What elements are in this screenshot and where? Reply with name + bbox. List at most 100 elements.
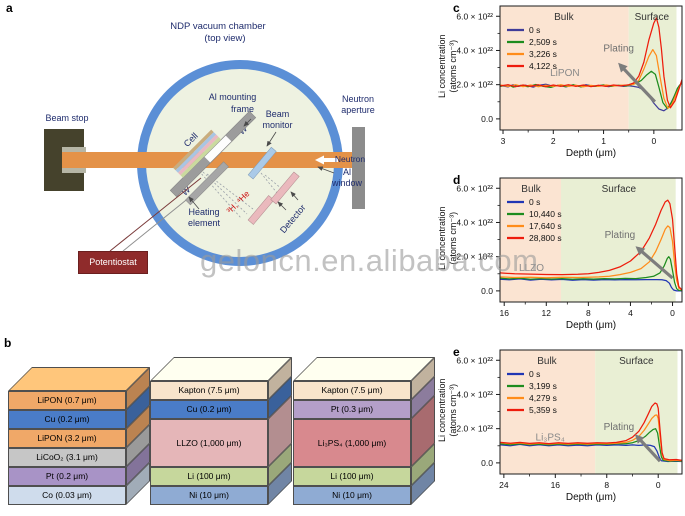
heating-element-label-2: element xyxy=(187,218,221,228)
detector-bar-2 xyxy=(270,171,300,205)
al-frame-label-2: frame xyxy=(230,104,254,114)
bulk-region xyxy=(500,350,596,474)
legend-label: 5,359 s xyxy=(529,405,557,415)
series-line-3,199 s xyxy=(500,428,682,462)
material-label: LiPON xyxy=(550,68,579,79)
material-label: Li₃PS₄ xyxy=(536,433,565,444)
y-axis-label-line2: (atoms cm⁻³) xyxy=(448,39,458,93)
neutron-aperture xyxy=(352,127,365,209)
y-axis-label-line1: Li concentration xyxy=(436,378,447,443)
legend-label: 4,279 s xyxy=(529,393,557,403)
y-tick-label: 2.0 × 10²² xyxy=(456,80,493,90)
legend-label: 0 s xyxy=(529,369,540,379)
wire-red xyxy=(109,177,202,252)
detector-bar-1 xyxy=(247,195,275,225)
series-line-5,359 s xyxy=(500,402,682,461)
stack-layer-label: LiPON (0.7 μm) xyxy=(8,391,126,410)
cell-layer-4 xyxy=(180,137,222,178)
chart-e: 24 16 8 0 0.0 2.0 × 10²² 4.0 × 10²² 6.0 × 10²² B… xyxy=(456,349,683,490)
legend-label: 2,509 s xyxy=(529,37,557,47)
panel-d-letter: d xyxy=(453,173,461,187)
stack-layer-label: LLZO (1,000 μm) xyxy=(150,419,268,467)
pointer-lines xyxy=(188,118,335,211)
neutron-aperture-label-2: aperture xyxy=(341,105,375,115)
legend-label: 28,800 s xyxy=(529,233,562,243)
legend-label: 17,640 s xyxy=(529,221,562,231)
stack-layer-label: Pt (0.3 μm) xyxy=(293,400,411,419)
plating-arrow-shaft xyxy=(618,63,657,103)
plating-arrow-head xyxy=(618,62,628,73)
panel-c-letter: c xyxy=(453,1,460,15)
panel-a-diagram-overlay xyxy=(109,110,338,252)
y-tick-label: 0.0 xyxy=(481,114,493,124)
legend-label: 3,226 s xyxy=(529,49,557,59)
plot-frame xyxy=(499,5,683,131)
legend-label: 10,440 s xyxy=(529,209,562,219)
bulk-label: Bulk xyxy=(521,184,541,195)
plating-label: Plating xyxy=(604,422,635,433)
al-window-label-2: window xyxy=(331,178,362,188)
stack-layer-label: Co (0.03 μm) xyxy=(8,486,126,505)
stack-layer-label: Pt (0.2 μm) xyxy=(8,467,126,486)
cell-layer-1 xyxy=(173,129,214,171)
y-tick-label: 4.0 × 10²² xyxy=(456,217,493,227)
stack-layer-label: LiCoO₂ (3.1 μm) xyxy=(8,448,126,467)
surface-region xyxy=(628,6,677,130)
material-label: LLZO xyxy=(519,263,544,274)
legend-label: 0 s xyxy=(529,25,540,35)
y-tick-label: 2.0 × 10²² xyxy=(456,424,493,434)
cell-assembly xyxy=(169,110,257,206)
frame-window xyxy=(204,135,232,163)
cell-layer-2 xyxy=(175,132,217,173)
neutron-arrow-head xyxy=(315,155,324,165)
panel-b-stacks: LiPON (0.7 μm) Cu (0.2 μm) LiPON (3.2 μm) L… xyxy=(8,357,435,505)
x-tick-label: 16 xyxy=(499,308,509,318)
legend-label: 0 s xyxy=(529,197,540,207)
al-window-label-1: Al xyxy=(342,167,351,177)
panel-d-x-axis-label: Depth (μm) xyxy=(565,320,617,331)
beam-monitor-label-2: monitor xyxy=(262,120,293,130)
stack-layer-label: Cu (0.2 μm) xyxy=(150,400,268,419)
series-line-0 s xyxy=(500,443,682,463)
al-frame-label-1: Al mounting xyxy=(208,92,257,102)
potentiostat-box: Potentiostat xyxy=(78,251,148,274)
bulk-label: Bulk xyxy=(537,356,557,367)
panel-e-x-axis-label: Depth (μm) xyxy=(565,492,617,503)
x-tick-label: 8 xyxy=(604,480,609,490)
chamber-title-line2: (top view) xyxy=(204,33,246,44)
series-line-4,122 s xyxy=(500,17,682,109)
stack-layer-label: Ni (10 μm) xyxy=(293,486,411,505)
x-tick-label: 0 xyxy=(651,136,656,146)
x-tick-label: 16 xyxy=(551,480,561,490)
y-axis-label-line2: (atoms cm⁻³) xyxy=(448,383,458,437)
bulk-region xyxy=(500,6,629,130)
x-tick-label: 0 xyxy=(670,308,675,318)
y-axis-label-line2: (atoms cm⁻³) xyxy=(448,211,458,265)
surface-label: Surface xyxy=(619,356,654,367)
beam-monitor-bar xyxy=(247,146,277,180)
x-tick-label: 3 xyxy=(501,136,506,146)
x-tick-label: 2 xyxy=(551,136,556,146)
y-tick-label: 6.0 × 10²² xyxy=(456,11,493,21)
plating-arrow-head xyxy=(635,246,646,256)
stack-layer-label: Kapton (7.5 μm) xyxy=(293,381,411,400)
legend-label: 3,199 s xyxy=(529,381,557,391)
x-tick-label: 0 xyxy=(656,480,661,490)
panel-e-letter: e xyxy=(453,345,460,359)
series-group xyxy=(500,17,682,112)
surface-region xyxy=(561,178,676,302)
plating-label: Plating xyxy=(605,230,636,241)
panel-e: e Li concentration (atoms cm⁻³) 24 16 8 0 0.… xyxy=(435,344,685,516)
series-line-10,440 s xyxy=(500,256,682,292)
watermark-text: geloncn.en.alibaba.com xyxy=(200,243,539,278)
panel-d-y-axis-label: Li concentration (atoms cm⁻³) xyxy=(437,163,460,313)
series-group xyxy=(500,402,682,463)
plating-arrow-head xyxy=(634,434,645,444)
y-tick-label: 4.0 × 10²² xyxy=(456,45,493,55)
stack-layer-label: Cu (0.2 μm) xyxy=(8,410,126,429)
y-tick-label: 6.0 × 10²² xyxy=(456,183,493,193)
panel-c-x-axis-label: Depth (μm) xyxy=(565,148,617,159)
surface-label: Surface xyxy=(635,12,670,23)
beam-stop-label: Beam stop xyxy=(45,113,89,123)
